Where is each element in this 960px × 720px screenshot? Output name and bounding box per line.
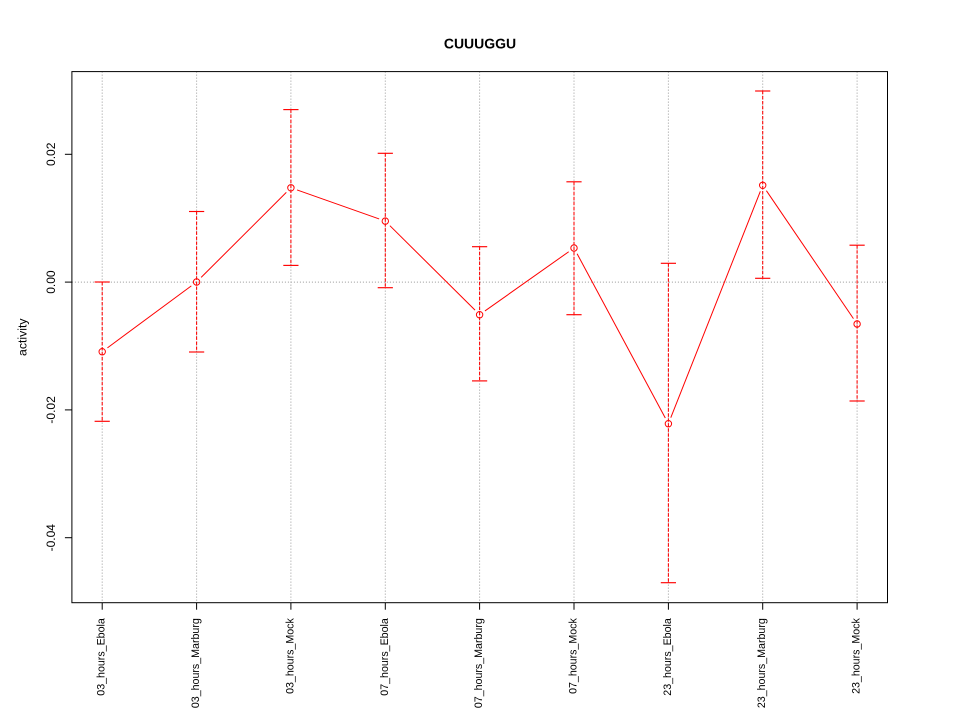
svg-text:23_hours_Mock: 23_hours_Mock xyxy=(851,618,863,694)
svg-text:0.02: 0.02 xyxy=(44,142,58,166)
svg-text:07_hours_Mock: 07_hours_Mock xyxy=(568,618,580,694)
svg-text:23_hours_Marburg: 23_hours_Marburg xyxy=(756,618,768,708)
svg-text:03_hours_Mock: 03_hours_Mock xyxy=(284,618,296,694)
svg-text:03_hours_Ebola: 03_hours_Ebola xyxy=(96,618,108,696)
svg-text:-0.02: -0.02 xyxy=(44,396,58,424)
svg-text:activity: activity xyxy=(16,318,30,356)
svg-text:CUUUGGU: CUUUGGU xyxy=(444,35,516,51)
svg-text:0.00: 0.00 xyxy=(44,270,58,294)
svg-text:07_hours_Marburg: 07_hours_Marburg xyxy=(473,618,485,708)
svg-text:03_hours_Marburg: 03_hours_Marburg xyxy=(190,618,202,708)
svg-text:-0.04: -0.04 xyxy=(44,524,58,552)
svg-text:07_hours_Ebola: 07_hours_Ebola xyxy=(379,618,391,696)
svg-text:23_hours_Ebola: 23_hours_Ebola xyxy=(662,618,674,696)
